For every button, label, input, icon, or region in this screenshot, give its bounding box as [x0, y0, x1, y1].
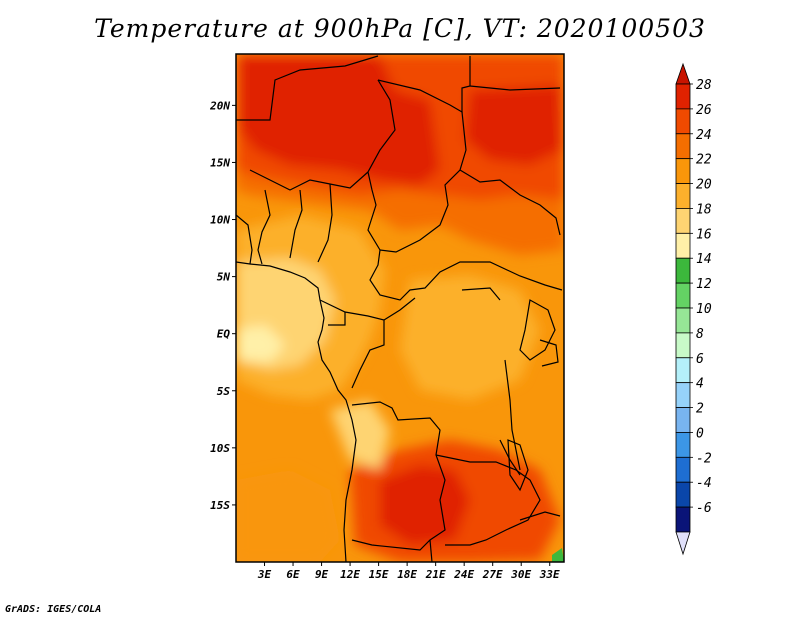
- colorbar-label: 22: [696, 153, 712, 168]
- colorbar-underflow-triangle: [675, 531, 691, 556]
- colorbar-segment: [675, 407, 691, 433]
- colorbar-label: 16: [696, 227, 712, 242]
- lon-tick-label: 15E: [369, 568, 389, 581]
- colorbar-segment: [675, 257, 691, 284]
- colorbar-segment: [675, 282, 691, 309]
- colorbar-segment: [675, 208, 691, 234]
- lat-tick-label: 10S: [210, 442, 230, 455]
- lon-tick-label: 21E: [425, 568, 446, 581]
- colorbar-segment: [675, 332, 691, 359]
- colorbar-label: 8: [696, 327, 704, 342]
- colorbar-segment: [675, 456, 691, 483]
- colorbar-segment: [675, 307, 691, 334]
- colorbar-segment: [675, 232, 691, 259]
- colorbar-label: 0: [696, 426, 704, 441]
- lon-tick-label: 9E: [315, 568, 329, 581]
- latitude-axis: 20N 15N 10N 5N EQ 5S 10S 15S: [209, 99, 236, 512]
- lat-tick-label: 10N: [210, 214, 230, 227]
- lat-tick-label: 15S: [210, 499, 230, 512]
- lon-tick-label: 27E: [482, 568, 503, 581]
- lat-tick-label: 5N: [217, 271, 231, 284]
- colorbar-label: 2: [696, 402, 704, 417]
- colorbar-label: -6: [696, 501, 712, 516]
- lat-tick-label: EQ: [217, 328, 231, 341]
- colorbar-label: 18: [696, 202, 712, 217]
- colorbar-segment: [675, 83, 691, 110]
- colorbar-segment: [675, 481, 691, 508]
- longitude-axis: 3E 6E 9E 12E 15E 18E 21E 24E 27E 30E 33E: [257, 562, 560, 581]
- colorbar-label: 14: [696, 252, 712, 267]
- lon-tick-label: 6E: [286, 568, 300, 581]
- lon-tick-label: 3E: [257, 568, 272, 581]
- colorbar-overflow-triangle: [675, 62, 691, 85]
- colorbar-segment: [675, 382, 691, 408]
- colorbar-segment: [675, 133, 691, 160]
- lat-tick-label: 20N: [209, 99, 230, 112]
- colorbar-label: 24: [696, 128, 712, 143]
- colorbar-label: -2: [696, 451, 712, 466]
- lon-tick-label: 30E: [510, 568, 531, 581]
- colorbar-segment: [675, 506, 691, 533]
- colorbar-segment: [675, 158, 691, 184]
- lat-tick-label: 5S: [217, 385, 231, 398]
- colorbar-segment: [675, 357, 691, 384]
- lon-tick-label: 33E: [539, 568, 560, 581]
- lon-tick-label: 12E: [340, 568, 360, 581]
- temperature-field: [236, 54, 564, 562]
- colorbar-label: 10: [696, 302, 712, 317]
- colorbar-label: 26: [696, 103, 712, 118]
- colorbar-label: 4: [696, 377, 704, 392]
- lon-tick-label: 24E: [453, 568, 474, 581]
- map-frame: [235, 53, 565, 563]
- grads-credit: GrADS: IGES/COLA: [5, 604, 102, 615]
- lon-tick-label: 18E: [397, 568, 417, 581]
- lat-tick-label: 15N: [210, 156, 230, 169]
- colorbar-segment: [675, 108, 691, 135]
- colorbar-segment: [675, 432, 691, 458]
- colorbar-label: 6: [696, 352, 704, 367]
- colorbar-label: 28: [696, 78, 712, 93]
- colorbar-segment: [675, 183, 691, 209]
- country-borders: [236, 55, 563, 562]
- colorbar-label: 20: [696, 178, 712, 193]
- colorbar-label: -4: [696, 476, 712, 491]
- colorbar-label: 12: [696, 277, 712, 292]
- map-title: Temperature at 900hPa [C], VT: 202010050…: [94, 14, 706, 43]
